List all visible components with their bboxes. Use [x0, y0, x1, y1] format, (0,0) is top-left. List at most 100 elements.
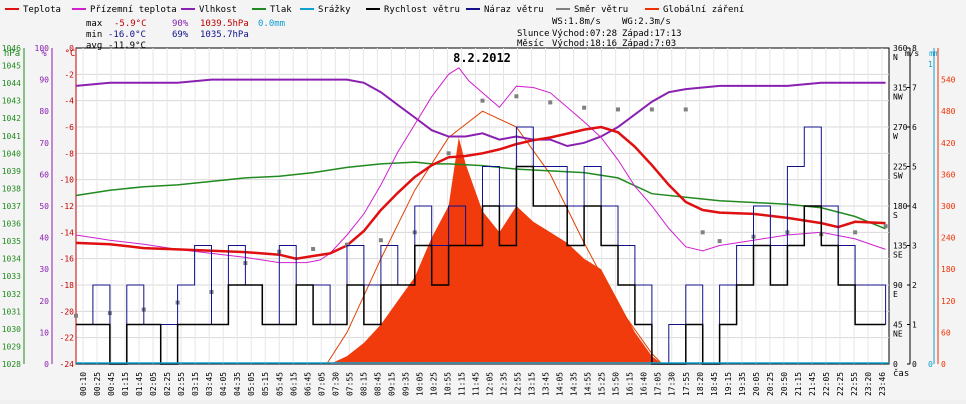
- wind-direction-point: [446, 151, 451, 156]
- wind-direction-point: [548, 100, 553, 105]
- x-axis-tick: 10:25: [429, 372, 438, 396]
- stat-sun-rise: Východ:07:28: [552, 29, 617, 39]
- direction-axis-tick: NW: [893, 93, 903, 102]
- wind-direction-point: [582, 105, 587, 110]
- direction-axis-tick: W: [893, 132, 898, 141]
- wind-direction-point: [717, 239, 722, 244]
- humidity-axis-tick: 90: [39, 76, 49, 85]
- x-axis-tick: 00:10: [79, 372, 88, 396]
- legend-label: Náraz větru: [484, 5, 544, 15]
- direction-axis-tick: 315: [893, 84, 908, 93]
- temperature-axis-tick: -10: [60, 176, 75, 185]
- wind-axis-tick: 0: [912, 360, 917, 369]
- temperature-axis-unit: °C: [65, 49, 76, 59]
- wind-axis-tick: 5: [912, 163, 917, 172]
- temperature-axis-tick: -20: [60, 307, 75, 316]
- direction-axis-tick: NE: [893, 330, 903, 339]
- wind-axis-tick: 1: [912, 321, 917, 330]
- x-axis-tick: 20:05: [752, 372, 761, 396]
- x-axis-tick: 06:15: [289, 372, 298, 396]
- x-axis-tick: 20:50: [780, 372, 789, 396]
- wind-direction-point: [883, 224, 888, 229]
- x-axis-tick: 07:30: [331, 372, 340, 396]
- x-axis-tick: 03:45: [205, 372, 214, 396]
- radiation-axis-tick: 420: [941, 139, 956, 148]
- pressure-axis-tick: 1044: [2, 79, 21, 88]
- pressure-axis-tick: 1035: [2, 237, 21, 246]
- pressure-axis-tick: 1036: [2, 220, 21, 229]
- direction-axis-tick: N: [893, 53, 898, 62]
- pressure-axis-tick: 1040: [2, 149, 21, 158]
- x-axis-tick: 04:35: [233, 372, 242, 396]
- x-axis-tick: 17:30: [668, 372, 677, 396]
- x-axis-tick: 05:45: [275, 372, 284, 396]
- direction-axis-tick: SE: [893, 251, 903, 260]
- x-axis-tick: 17:05: [654, 372, 663, 396]
- x-axis-tick: 02:55: [177, 372, 186, 396]
- pressure-axis-tick: 1031: [2, 307, 21, 316]
- series-layer: [74, 67, 889, 365]
- humidity-axis-tick: 30: [39, 265, 49, 274]
- pressure-line: [75, 161, 886, 230]
- x-axis-tick: 00:45: [107, 372, 116, 396]
- wind-direction-point: [345, 242, 349, 247]
- wind-direction-point: [700, 230, 705, 235]
- legend-label: Globální záření: [663, 5, 744, 15]
- x-axis-tick: 20:25: [766, 372, 775, 396]
- wind-direction-point: [853, 230, 858, 235]
- pressure-axis-tick: 1037: [2, 202, 21, 211]
- chart-title: 8.2.2012: [453, 51, 511, 65]
- pressure-axis-tick: 1028: [2, 360, 21, 369]
- x-axis-tick: 11:15: [457, 372, 466, 396]
- pressure-axis-tick: 1032: [2, 290, 21, 299]
- x-axis-tick: 07:05: [317, 372, 326, 396]
- pressure-axis-tick: 1041: [2, 132, 21, 141]
- temperature-axis-tick: -8: [64, 149, 74, 158]
- x-axis-tick: 02:05: [149, 372, 158, 396]
- stat-sun-label: Slunce: [517, 29, 550, 39]
- radiation-axis-tick: 180: [941, 265, 956, 274]
- direction-axis-tick: 180: [893, 202, 908, 211]
- ground-temp-line: [75, 67, 886, 264]
- stat-min-pressure: 1035.7hPa: [200, 30, 249, 40]
- direction-axis-tick: 360: [893, 44, 908, 53]
- humidity-axis-tick: 70: [39, 139, 49, 148]
- x-axis-tick: 12:55: [514, 372, 523, 396]
- x-axis-tick: 19:35: [738, 372, 747, 396]
- humidity-axis-tick: 100: [35, 44, 50, 53]
- temperature-axis-tick: -12: [60, 202, 75, 211]
- x-axis-tick: 17:55: [682, 372, 691, 396]
- x-axis-tick: 18:20: [696, 372, 705, 396]
- wind-axis-tick: 6: [912, 123, 917, 132]
- x-axis-tick: 16:40: [640, 372, 649, 396]
- temperature-line: [75, 125, 886, 260]
- x-axis-tick: 08:15: [359, 372, 368, 396]
- radiation-axis-tick: 300: [941, 202, 956, 211]
- stat-min-humidity: 69%: [172, 30, 189, 40]
- rain-axis-unit: mm: [929, 49, 939, 58]
- legend: Teplota Přízemní teplota Vlhkost Tlak Srážky…: [5, 5, 744, 15]
- direction-axis-tick: 0: [893, 360, 898, 369]
- x-axis-tick: 14:55: [584, 372, 593, 396]
- temperature-axis-tick: -4: [64, 97, 74, 106]
- wind-direction-point: [480, 98, 485, 103]
- pressure-axis-tick: 1043: [2, 97, 21, 106]
- wind-direction-point: [514, 94, 519, 99]
- pressure-axis-tick: 1034: [2, 255, 21, 264]
- pressure-axis-tick: 1046: [2, 44, 21, 53]
- temperature-axis-tick: -16: [60, 255, 75, 264]
- x-axis-tick: 16:15: [626, 372, 635, 396]
- humidity-axis-tick: 40: [39, 234, 49, 243]
- rain-axis-tick: 0: [928, 360, 933, 369]
- x-axis-tick: 04:05: [219, 372, 228, 396]
- wind-direction-point: [311, 247, 316, 252]
- wind-axis-tick: 2: [912, 281, 917, 290]
- legend-label: Teplota: [23, 5, 61, 15]
- pressure-axis-tick: 1029: [2, 342, 21, 351]
- radiation-axis-tick: 120: [941, 297, 956, 306]
- x-axis-tick: 10:05: [415, 372, 424, 396]
- direction-axis-tick: 270: [893, 123, 908, 132]
- x-axis-tick: 19:15: [724, 372, 733, 396]
- legend-label: Srážky: [318, 5, 351, 15]
